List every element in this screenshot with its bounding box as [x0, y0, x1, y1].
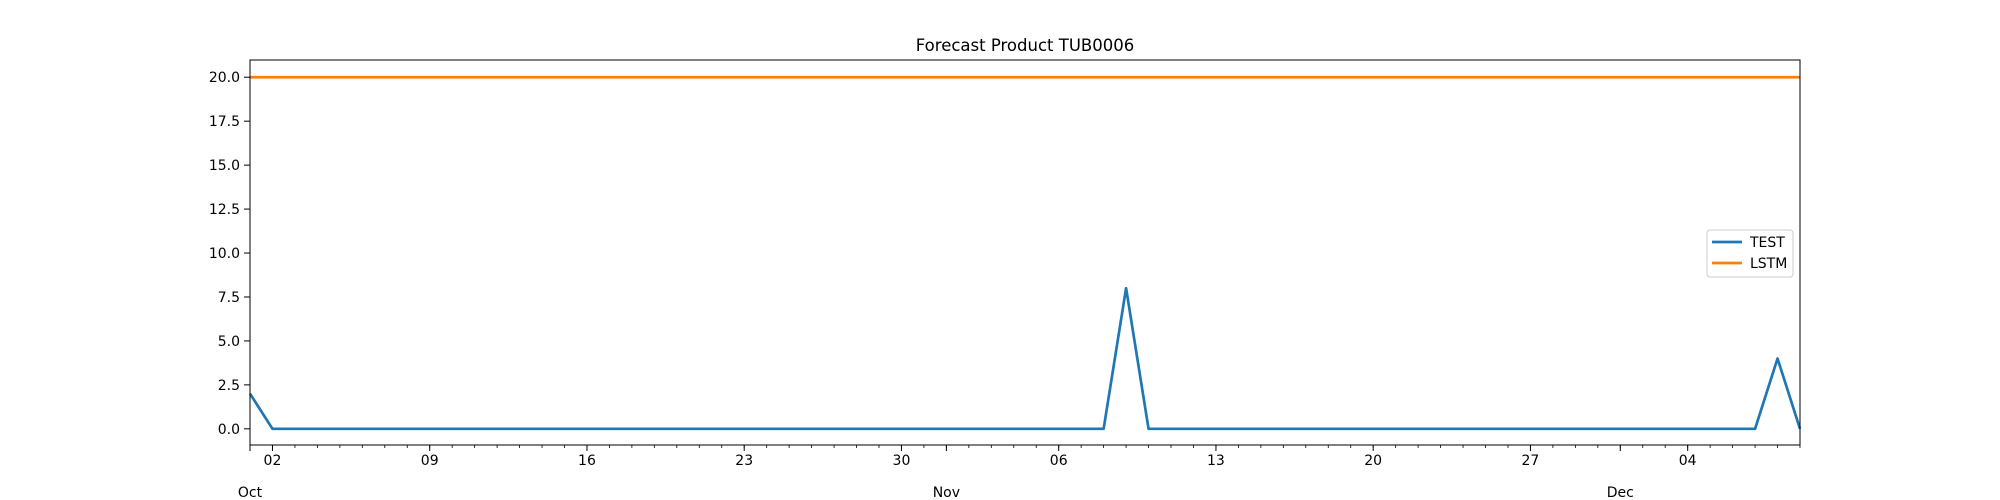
y-tick-label: 5.0 — [218, 334, 240, 350]
y-tick-label: 17.5 — [209, 114, 240, 130]
x-tick-label: 27 — [1522, 453, 1540, 469]
x-tick-label: 23 — [735, 453, 753, 469]
x-axis: 02 09 16 23 30 06 13 20 27 04 Oct Nov Dec — [238, 445, 1801, 500]
y-tick-label: 0.0 — [218, 422, 240, 438]
plot-area — [248, 75, 1802, 431]
y-tick-label: 7.5 — [218, 290, 240, 306]
y-tick-label: 10.0 — [209, 246, 240, 262]
x-month-label: Oct — [238, 485, 263, 500]
x-tick-label: 04 — [1679, 453, 1697, 469]
chart-title: Forecast Product TUB0006 — [916, 36, 1134, 55]
x-tick-label: 30 — [893, 453, 911, 469]
legend: TEST LSTM — [1706, 229, 1794, 278]
y-tick-label: 20.0 — [209, 70, 240, 86]
plot-frame — [249, 59, 1801, 446]
x-tick-label: 16 — [578, 453, 596, 469]
y-tick-label: 15.0 — [209, 158, 240, 174]
x-month-label: Nov — [933, 485, 960, 500]
x-tick-label: 06 — [1050, 453, 1068, 469]
x-month-label: Dec — [1607, 485, 1634, 500]
y-tick-label: 2.5 — [218, 378, 240, 394]
legend-label-test: TEST — [1749, 235, 1785, 251]
x-tick-label: 02 — [264, 453, 282, 469]
legend-label-lstm: LSTM — [1750, 256, 1787, 272]
x-tick-label: 09 — [421, 453, 439, 469]
y-axis: 0.0 2.5 5.0 7.5 10.0 12.5 15.0 17.5 20.0 — [209, 70, 250, 438]
series-line-test — [248, 286, 1802, 431]
y-tick-label: 12.5 — [209, 202, 240, 218]
x-tick-label: 20 — [1364, 453, 1382, 469]
x-tick-label: 13 — [1207, 453, 1225, 469]
